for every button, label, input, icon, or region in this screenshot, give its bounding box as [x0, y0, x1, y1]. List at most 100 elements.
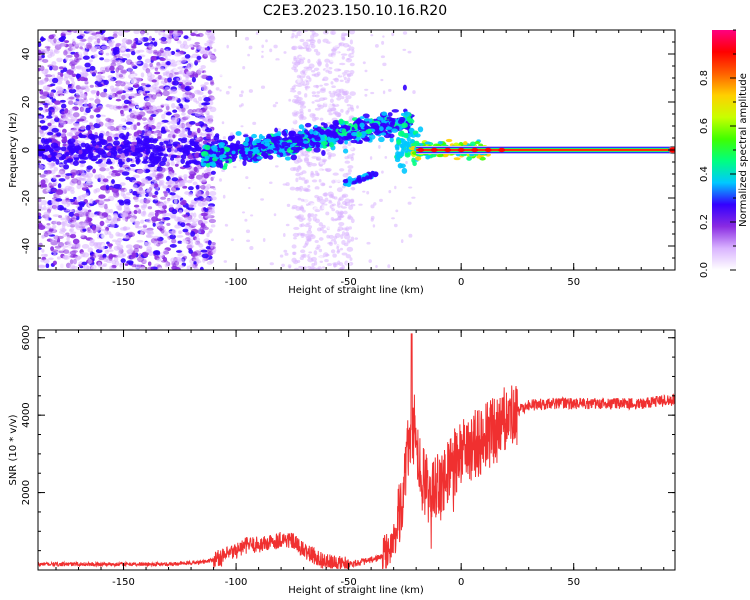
noise-cell	[322, 192, 328, 197]
noise-cell	[71, 221, 77, 226]
noise-cell	[111, 239, 118, 243]
noise-cell	[93, 108, 101, 113]
noise-cell	[184, 99, 190, 103]
noise-cell	[338, 221, 345, 227]
noise-cell	[310, 70, 316, 73]
noise-cell	[260, 184, 265, 187]
noise-cell	[56, 132, 62, 137]
noise-cell	[195, 190, 202, 196]
noise-cell	[75, 44, 79, 47]
noise-cell	[334, 232, 341, 239]
noise-cell	[375, 265, 378, 268]
noise-cell	[184, 91, 192, 96]
noise-cell	[104, 122, 112, 128]
noise-cell	[342, 210, 348, 215]
streak-cell	[281, 141, 288, 147]
noise-cell	[59, 149, 63, 154]
noise-cell	[62, 116, 68, 120]
noise-cell	[119, 161, 123, 168]
noise-cell	[325, 149, 330, 152]
noise-cell	[173, 198, 178, 205]
noise-cell	[80, 106, 87, 112]
noise-cell	[411, 196, 416, 199]
noise-cell	[47, 64, 54, 68]
noise-cell	[180, 84, 185, 90]
noise-cell	[165, 105, 170, 111]
noise-cell	[88, 222, 93, 227]
noise-cell	[112, 254, 118, 258]
noise-cell	[118, 50, 126, 53]
noise-cell	[44, 51, 51, 54]
noise-cell	[79, 162, 84, 168]
noise-cell	[324, 176, 330, 181]
noise-cell	[185, 124, 192, 128]
noise-cell	[193, 250, 202, 256]
noise-cell	[202, 140, 208, 145]
noise-cell	[174, 216, 181, 222]
noise-cell	[244, 36, 250, 41]
noise-cell	[316, 156, 319, 161]
noise-cell	[195, 174, 203, 180]
noise-cell	[185, 232, 191, 236]
noise-cell	[365, 163, 369, 167]
noise-cell	[127, 66, 133, 73]
noise-cell	[140, 72, 145, 78]
noise-cell	[327, 46, 332, 50]
noise-cell	[81, 244, 90, 249]
noise-cell	[89, 198, 94, 205]
streak-cell	[313, 147, 321, 153]
noise-cell	[136, 130, 143, 134]
noise-cell	[204, 127, 213, 133]
noise-cell	[98, 246, 105, 251]
noise-cell	[344, 160, 351, 164]
noise-cell	[298, 165, 301, 170]
noise-cell	[300, 198, 305, 202]
noise-cell	[95, 75, 102, 79]
noise-cell	[183, 80, 191, 86]
streak-cell	[400, 138, 406, 145]
noise-cell	[85, 124, 91, 131]
streak-cell	[231, 150, 236, 155]
noise-cell	[177, 240, 183, 244]
noise-cell	[203, 101, 211, 106]
noise-cell	[122, 164, 130, 169]
noise-cell	[119, 262, 124, 266]
streak-cell	[417, 126, 424, 133]
noise-cell	[53, 48, 59, 53]
noise-cell	[45, 74, 53, 78]
noise-cell	[100, 185, 108, 191]
noise-cell	[290, 91, 294, 95]
noise-cell	[89, 238, 95, 244]
noise-cell	[72, 154, 80, 158]
noise-cell	[63, 90, 69, 95]
noise-cell	[306, 161, 313, 165]
noise-cell	[173, 68, 179, 73]
noise-cell	[105, 93, 110, 99]
noise-cell	[245, 176, 249, 180]
noise-cell	[84, 102, 88, 108]
noise-cell	[308, 63, 315, 69]
noise-cell	[180, 96, 185, 103]
noise-cell	[169, 182, 176, 187]
noise-cell	[97, 149, 104, 156]
noise-cell	[178, 108, 182, 112]
noise-cell	[145, 169, 151, 173]
streak-cell	[208, 150, 214, 155]
noise-cell	[148, 88, 153, 93]
noise-cell	[142, 202, 148, 207]
noise-cell	[315, 51, 321, 56]
noise-cell	[149, 106, 158, 111]
noise-cell	[123, 234, 130, 240]
noise-cell	[379, 103, 384, 108]
noise-cell	[232, 88, 236, 92]
noise-cell	[374, 44, 379, 48]
noise-cell	[133, 30, 141, 35]
noise-cell	[303, 173, 308, 177]
noise-cell	[51, 42, 58, 46]
noise-cell	[300, 205, 304, 209]
noise-cell	[302, 41, 309, 47]
noise-cell	[277, 127, 281, 132]
noise-cell	[145, 219, 152, 223]
noise-cell	[298, 100, 302, 104]
noise-cell	[145, 189, 153, 193]
